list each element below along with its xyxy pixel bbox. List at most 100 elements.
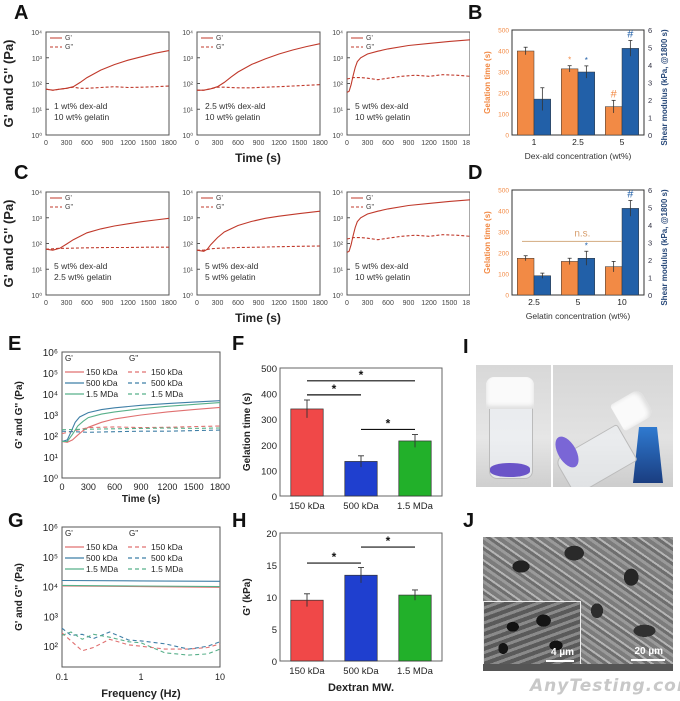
g-prime-line bbox=[346, 199, 470, 253]
x-tick-label: 1200 bbox=[120, 140, 136, 147]
significance-mark: # bbox=[611, 88, 618, 100]
x-tick-label: 10 bbox=[215, 672, 225, 682]
g-prime-line bbox=[62, 402, 221, 443]
x-tick-label: 0 bbox=[44, 140, 48, 147]
legend-label-g-prime: G' bbox=[216, 195, 223, 202]
g-prime-line bbox=[61, 579, 221, 582]
legend-title-g-double-prime: G'' bbox=[129, 529, 139, 538]
x-tick-label: 1800 bbox=[161, 140, 177, 147]
condition-annotation: 5 wt% dex-ald bbox=[355, 261, 409, 271]
y-tick-label-left: 100 bbox=[498, 112, 509, 119]
significance-star: * bbox=[386, 534, 391, 548]
y-axis-label: G' and G'' (Pa) bbox=[14, 563, 25, 631]
condition-annotation: 5 wt% dex-ald bbox=[54, 261, 108, 271]
y-tick-label-left: 0 bbox=[505, 293, 509, 300]
y-tick-label: 10³ bbox=[183, 216, 194, 223]
legend-label: 150 kDa bbox=[86, 367, 118, 377]
blue-stand bbox=[633, 427, 663, 483]
legend-label-g-prime: G' bbox=[216, 35, 223, 42]
x-tick-label: 1200 bbox=[421, 140, 437, 147]
y-tick-label: 10³ bbox=[333, 216, 344, 223]
x-tick-label: 150 kDa bbox=[289, 666, 325, 677]
y-tick-label-left: 300 bbox=[498, 70, 509, 77]
main-scale-bar bbox=[631, 659, 665, 661]
g-prime-line bbox=[45, 50, 170, 91]
panel-letter-e: E bbox=[8, 333, 22, 355]
y-axis-label-right: Shear modulus (kPa, @1800 s) bbox=[660, 189, 669, 306]
y-tick-label: 10¹ bbox=[183, 107, 194, 114]
legend-label: 500 kDa bbox=[151, 553, 183, 563]
condition-annotation: 10 wt% gelatin bbox=[205, 112, 261, 122]
main-scale-label: 20 µm bbox=[634, 646, 663, 657]
panel-letter-b: B bbox=[468, 2, 483, 24]
x-tick-label: 600 bbox=[382, 300, 394, 307]
legend-label: 500 kDa bbox=[86, 378, 118, 388]
y-tick-label-left: 400 bbox=[498, 209, 509, 216]
x-tick-label: 1200 bbox=[271, 300, 287, 307]
x-tick-label: 2.5 bbox=[528, 297, 540, 307]
y-tick-label-right: 2 bbox=[648, 96, 652, 105]
x-tick-label: 300 bbox=[212, 140, 224, 147]
y-tick-label-left: 400 bbox=[498, 49, 509, 56]
x-tick-label: 0 bbox=[195, 300, 199, 307]
x-tick-label: 1500 bbox=[141, 300, 157, 307]
x-tick-label: 1200 bbox=[120, 300, 136, 307]
bar bbox=[344, 574, 378, 662]
legend-label-g-double-prime: G'' bbox=[216, 44, 224, 51]
x-tick-label: 300 bbox=[61, 300, 73, 307]
x-tick-label: 5 bbox=[576, 297, 581, 307]
g-prime-line bbox=[61, 406, 221, 443]
x-tick-label: 10 bbox=[617, 297, 627, 307]
condition-annotation: 10 wt% gelatin bbox=[54, 112, 110, 122]
legend-label: 1.5 MDa bbox=[151, 564, 183, 574]
x-tick-label: 900 bbox=[253, 300, 265, 307]
significance-mark: * bbox=[585, 56, 588, 65]
y-tick-label: 10⁰ bbox=[332, 292, 343, 300]
watermark: AnyTesting.com bbox=[530, 676, 680, 696]
vial-upright-photo bbox=[476, 365, 551, 487]
x-tick-label: 600 bbox=[81, 140, 93, 147]
y-tick-label: 10¹ bbox=[333, 107, 344, 114]
y-tick-label: 10 bbox=[266, 593, 277, 604]
bar-gelation-time bbox=[561, 261, 579, 296]
g-double-prime-line bbox=[61, 429, 221, 433]
plot-frame bbox=[45, 31, 170, 136]
y-tick-label: 10⁴ bbox=[31, 30, 42, 37]
y-tick-label-left: 500 bbox=[498, 28, 509, 35]
y-tick-label-left: 0 bbox=[505, 133, 509, 140]
y-tick-label: 10¹ bbox=[32, 267, 43, 274]
panel-letter-g: G bbox=[8, 510, 24, 532]
y-tick-label: 10⁶ bbox=[43, 348, 58, 359]
y-tick-label-left: 500 bbox=[498, 188, 509, 195]
y-axis-label: G' and G'' (Pa) bbox=[1, 39, 16, 127]
y-tick-label: 10³ bbox=[32, 216, 43, 223]
vial-inverted-photo bbox=[553, 365, 673, 487]
y-tick-label: 10⁵ bbox=[43, 553, 58, 564]
g-prime-line bbox=[61, 585, 221, 588]
condition-annotation: 10 wt% gelatin bbox=[355, 112, 411, 122]
panel-letter-i: I bbox=[463, 336, 469, 358]
significance-mark: * bbox=[585, 241, 588, 250]
x-tick-label: 900 bbox=[253, 140, 265, 147]
x-tick-label: 500 kDa bbox=[343, 501, 379, 510]
x-tick-label: 0.1 bbox=[56, 672, 69, 682]
condition-annotation: 5 wt% gelatin bbox=[205, 272, 256, 282]
y-tick-label-right: 3 bbox=[648, 239, 652, 248]
g-double-prime-line bbox=[61, 427, 221, 431]
y-tick-label-right: 4 bbox=[648, 221, 652, 230]
legend-label: 1.5 MDa bbox=[86, 564, 118, 574]
condition-annotation: 10 wt% gelatin bbox=[355, 272, 411, 282]
bar bbox=[290, 599, 324, 662]
y-axis-label: G' (kPa) bbox=[242, 578, 253, 615]
panel-letter-h: H bbox=[232, 510, 247, 532]
y-tick-label: 0 bbox=[272, 492, 277, 503]
y-tick-label-right: 5 bbox=[648, 44, 652, 53]
x-tick-label: 1800 bbox=[312, 300, 328, 307]
significance-mark: # bbox=[627, 189, 634, 201]
y-axis-label-left: Gelation time (s) bbox=[483, 51, 492, 114]
y-tick-label: 10⁴ bbox=[332, 190, 343, 197]
significance-mark: * bbox=[568, 56, 571, 65]
panel-letter-d: D bbox=[468, 162, 483, 184]
x-tick-label: 1800 bbox=[462, 300, 470, 307]
chart-h-modulus-mw: 0 5 10 15 20 G' (kPa) 150 kDa 500 kDa 1.5 MDa * * D… bbox=[242, 529, 443, 694]
